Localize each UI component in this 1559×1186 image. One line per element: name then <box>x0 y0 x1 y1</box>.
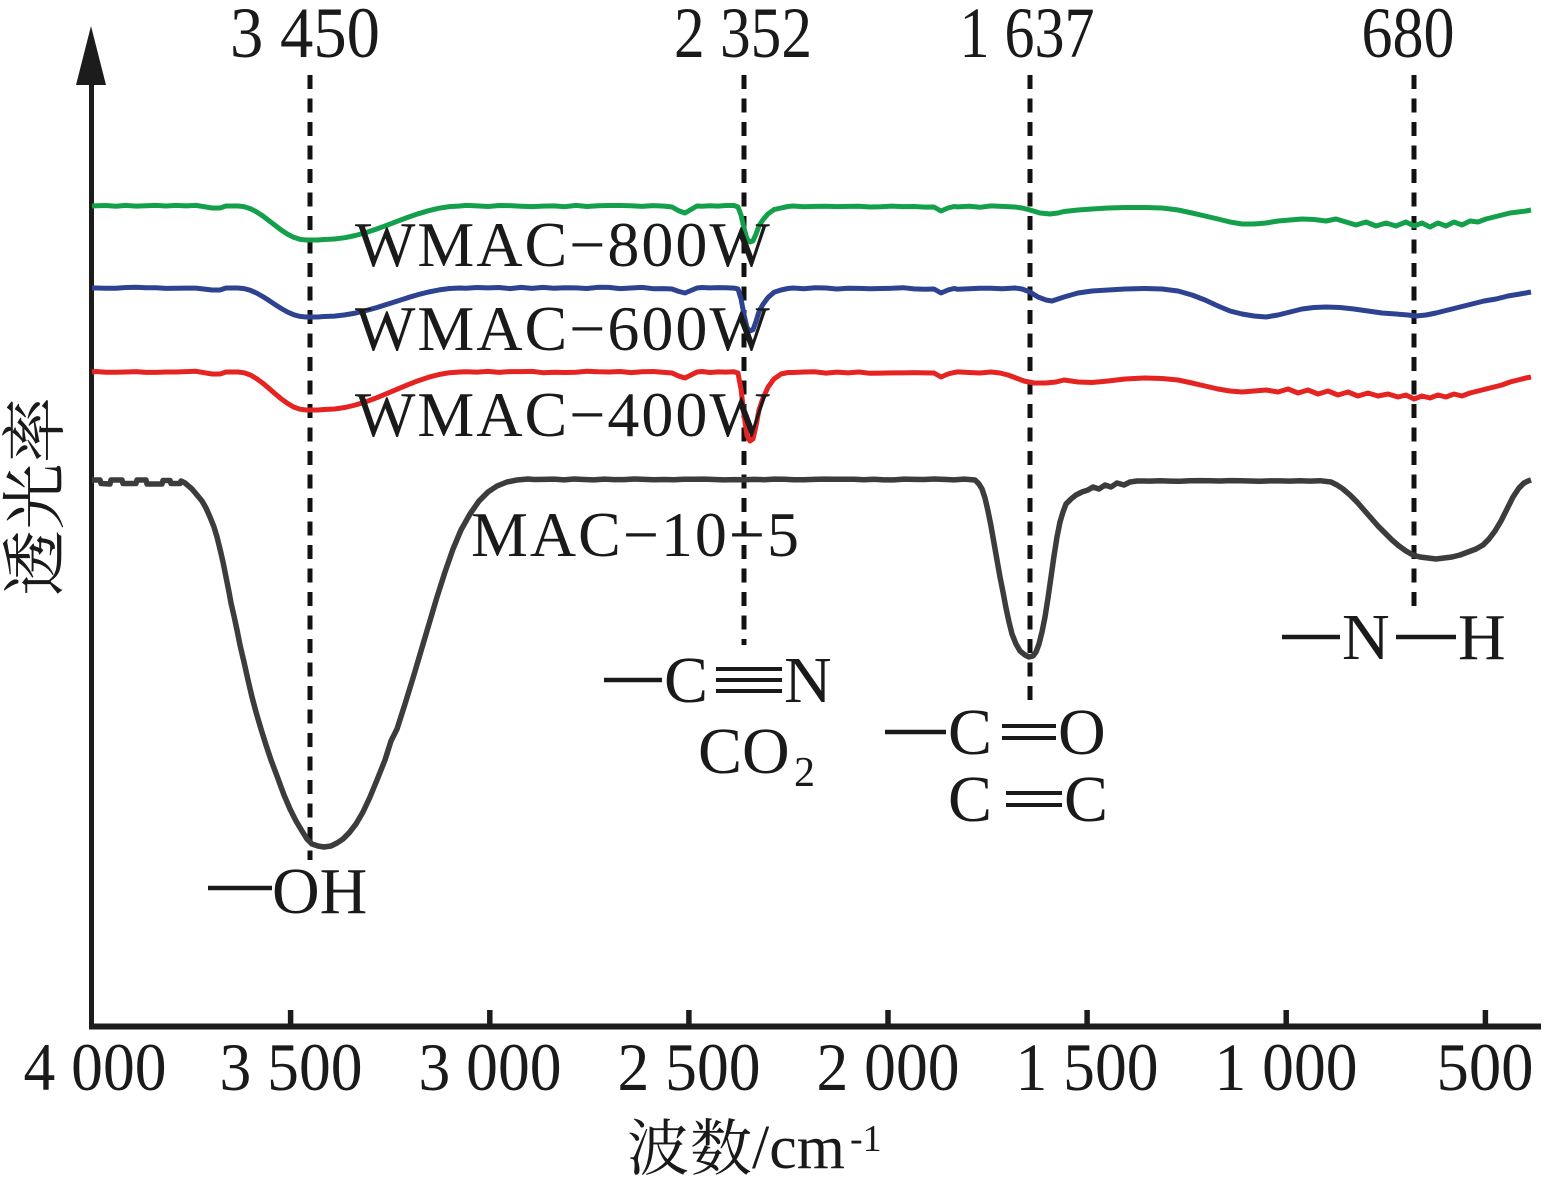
svg-text:2: 2 <box>794 750 815 796</box>
svg-text:500: 500 <box>1437 1029 1534 1105</box>
svg-text:3 500: 3 500 <box>220 1029 363 1105</box>
svg-text:1 637: 1 637 <box>960 0 1095 73</box>
svg-text:MAC−10−5: MAC−10−5 <box>471 499 801 570</box>
svg-text:3 000: 3 000 <box>419 1029 562 1105</box>
svg-text:C: C <box>664 644 708 717</box>
svg-text:N: N <box>1342 601 1390 674</box>
svg-text:N: N <box>784 644 832 717</box>
svg-text:1 500: 1 500 <box>1016 1029 1159 1105</box>
svg-text:C: C <box>948 763 992 836</box>
svg-text:WMAC−800W: WMAC−800W <box>355 209 772 280</box>
svg-text:OH: OH <box>272 855 367 928</box>
svg-text:-1: -1 <box>850 1118 882 1160</box>
svg-text:WMAC−400W: WMAC−400W <box>355 379 772 450</box>
svg-text:CO: CO <box>698 715 790 788</box>
svg-text:1 000: 1 000 <box>1215 1029 1358 1105</box>
svg-text:2 352: 2 352 <box>674 0 812 73</box>
svg-text:680: 680 <box>1362 0 1455 73</box>
svg-text:C: C <box>1064 763 1108 836</box>
svg-text:H: H <box>1458 601 1506 674</box>
svg-text:2 000: 2 000 <box>817 1029 960 1105</box>
svg-text:4 000: 4 000 <box>24 1029 167 1105</box>
svg-text:3 450: 3 450 <box>230 0 380 73</box>
svg-text:WMAC−600W: WMAC−600W <box>355 293 772 364</box>
svg-text:/cm: /cm <box>752 1114 845 1181</box>
svg-text:O: O <box>1058 696 1106 769</box>
svg-text:2 500: 2 500 <box>618 1029 761 1105</box>
svg-text:C: C <box>948 696 992 769</box>
